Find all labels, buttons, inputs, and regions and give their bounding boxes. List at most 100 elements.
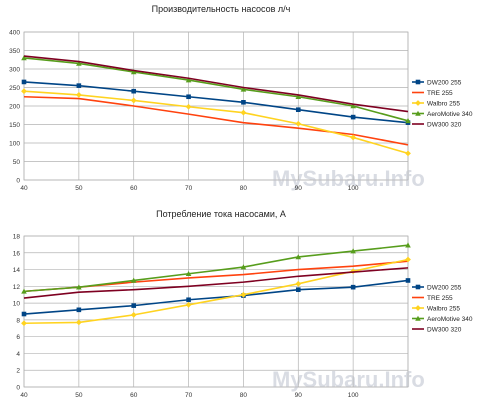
series-4-point xyxy=(240,86,247,92)
y-tick-label: 50 xyxy=(13,159,21,166)
series-3-point xyxy=(240,291,247,298)
y-tick-label: 16 xyxy=(13,250,21,257)
x-tick-label: 50 xyxy=(75,392,83,399)
series-4-point xyxy=(240,264,247,270)
legend-marker xyxy=(415,284,421,290)
series-1-point xyxy=(186,94,191,100)
series-4-point xyxy=(185,270,192,277)
x-tick-label: 70 xyxy=(185,185,193,192)
series-4-point xyxy=(76,284,82,290)
series-4-point xyxy=(21,288,27,294)
y-tick-label: 4 xyxy=(16,351,20,358)
series-4-point xyxy=(295,254,302,260)
legend-marker xyxy=(415,79,421,85)
watermark: MySubaru.Info xyxy=(272,166,425,191)
series-1-point xyxy=(350,284,356,290)
series-4-point xyxy=(185,77,192,83)
x-tick-label: 70 xyxy=(185,392,193,399)
y-tick-label: 10 xyxy=(13,301,21,308)
series-1-point xyxy=(131,303,137,308)
series-3-point xyxy=(21,320,27,327)
series-line-3 xyxy=(23,90,409,155)
series-4-point xyxy=(350,248,356,254)
x-tick-label: 80 xyxy=(240,185,248,192)
series-3-point xyxy=(405,150,411,157)
series-1-point xyxy=(350,114,356,120)
series-line-1 xyxy=(23,81,409,124)
series-4-point xyxy=(76,60,82,66)
x-tick-label: 60 xyxy=(130,185,138,192)
series-1-point xyxy=(76,83,82,88)
series-3-point xyxy=(130,311,137,318)
series-1-point xyxy=(295,107,301,112)
legend-label: Walbro 255 xyxy=(427,305,460,312)
series-1-point xyxy=(21,311,27,317)
series-1-point xyxy=(241,100,246,105)
series-3-point xyxy=(350,134,357,141)
x-tick-label: 100 xyxy=(348,185,359,192)
series-line-5 xyxy=(23,267,409,299)
y-tick-label: 200 xyxy=(9,104,20,111)
series-4-point xyxy=(130,69,137,75)
legend-label: AeroMotive 340 xyxy=(427,316,473,323)
chart-2: Потребление тока насосами, А MySubaru.Inf… xyxy=(13,209,473,399)
series-3-point xyxy=(75,92,82,98)
chart-title: Потребление тока насосами, А xyxy=(156,209,286,219)
series-3-point xyxy=(295,120,302,127)
y-tick-label: 100 xyxy=(9,141,20,148)
x-tick-label: 90 xyxy=(295,392,303,399)
series-3-point xyxy=(240,109,247,116)
y-tick-label: 12 xyxy=(13,284,21,291)
y-tick-label: 0 xyxy=(16,385,20,392)
y-tick-label: 14 xyxy=(13,267,21,274)
y-tick-label: 2 xyxy=(16,368,20,375)
chart-1: Производительность насосов л/ч MySubaru.I… xyxy=(9,4,473,192)
legend-label: AeroMotive 340 xyxy=(427,111,473,118)
legend-marker xyxy=(415,100,421,106)
x-tick-label: 50 xyxy=(75,185,83,192)
series-4-point xyxy=(405,242,411,248)
series-3-point xyxy=(75,319,82,326)
x-tick-label: 40 xyxy=(20,392,28,399)
series-line-5 xyxy=(23,55,409,113)
y-tick-label: 0 xyxy=(16,178,20,185)
y-tick-label: 18 xyxy=(13,234,21,241)
watermark: MySubaru.Info xyxy=(272,367,425,392)
y-tick-label: 150 xyxy=(9,122,20,129)
legend-label: DW200 255 xyxy=(427,284,462,291)
x-tick-label: 40 xyxy=(20,185,28,192)
x-tick-label: 100 xyxy=(348,392,359,399)
x-tick-label: 90 xyxy=(295,185,303,192)
series-3-point xyxy=(295,280,302,287)
series-1-point xyxy=(295,287,301,292)
y-tick-label: 350 xyxy=(9,48,20,55)
series-4-point xyxy=(350,103,356,109)
legend-marker xyxy=(415,305,421,311)
series-line-2 xyxy=(23,95,409,146)
series-3-point xyxy=(185,103,192,110)
series-3-point xyxy=(185,301,192,308)
series-4-point xyxy=(295,93,302,100)
legend-marker xyxy=(415,110,421,116)
chart-title: Производительность насосов л/ч xyxy=(152,4,291,14)
series-4-point xyxy=(130,277,137,283)
legend-label: TRE 255 xyxy=(427,90,453,97)
legend-label: DW300 320 xyxy=(427,326,462,333)
legend-label: DW200 255 xyxy=(427,79,462,86)
series-3-point xyxy=(130,97,137,104)
series-line-4 xyxy=(23,57,409,122)
y-tick-label: 6 xyxy=(16,334,20,341)
x-tick-label: 60 xyxy=(130,392,138,399)
series-4-point xyxy=(21,55,27,61)
series-1-point xyxy=(21,79,27,85)
legend-label: Walbro 255 xyxy=(427,100,460,107)
series-3-point xyxy=(21,88,27,95)
legend-marker xyxy=(415,315,421,321)
series-1-point xyxy=(405,278,411,283)
series-4-point xyxy=(405,118,411,124)
series-3-point xyxy=(405,256,411,263)
y-tick-label: 8 xyxy=(16,317,20,324)
series-line-4 xyxy=(23,244,409,293)
